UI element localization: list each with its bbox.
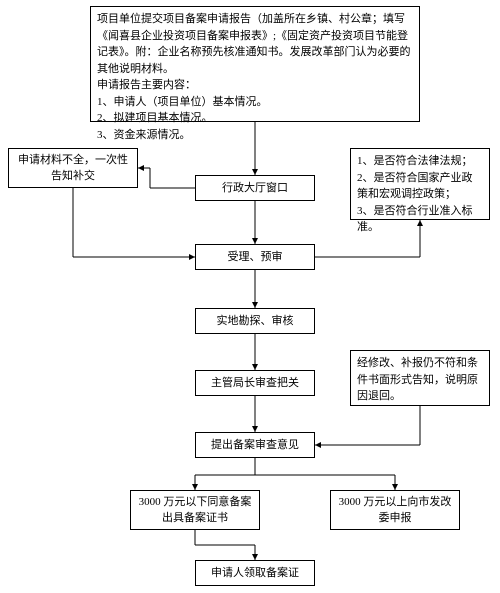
box-accept: 受理、预审 bbox=[195, 244, 315, 270]
criteria-line: 3、是否符合行业准入标准。 bbox=[357, 203, 483, 236]
criteria-line: 1、是否符合法律法规； bbox=[357, 153, 483, 170]
box-top: 项目单位提交项目备案申请报告（加盖所在乡镇、村公章；填写《闻喜县企业投资项目备案… bbox=[90, 6, 420, 122]
top-line: 1、申请人（项目单位）基本情况。 bbox=[97, 94, 413, 111]
box-above3000: 3000 万元以上向市发改委申报 bbox=[330, 490, 460, 530]
box-director: 主管局长审查把关 bbox=[195, 370, 315, 396]
box-below3000: 3000 万元以下同意备案出具备案证书 bbox=[130, 490, 260, 530]
top-line: 项目单位提交项目备案申请报告（加盖所在乡镇、村公章；填写《闻喜县企业投资项目备案… bbox=[97, 11, 413, 77]
box-opinion: 提出备案审查意见 bbox=[195, 432, 315, 458]
criteria-line: 2、是否符合国家产业政策和宏观调控政策； bbox=[357, 170, 483, 203]
box-survey: 实地勘探、审核 bbox=[195, 308, 315, 334]
top-line: 申请报告主要内容： bbox=[97, 77, 413, 94]
top-line: 3、资金来源情况。 bbox=[97, 127, 413, 144]
box-window: 行政大厅窗口 bbox=[195, 175, 315, 201]
top-line: 2、拟建项目基本情况。 bbox=[97, 110, 413, 127]
box-criteria: 1、是否符合法律法规；2、是否符合国家产业政策和宏观调控政策；3、是否符合行业准… bbox=[350, 148, 490, 220]
box-receive: 申请人领取备案证 bbox=[195, 560, 315, 586]
box-incomplete: 申请材料不全，一次性告知补交 bbox=[8, 148, 138, 188]
box-return-note: 经修改、补报仍不符和条件书面形式告知，说明原因退回。 bbox=[350, 350, 490, 406]
